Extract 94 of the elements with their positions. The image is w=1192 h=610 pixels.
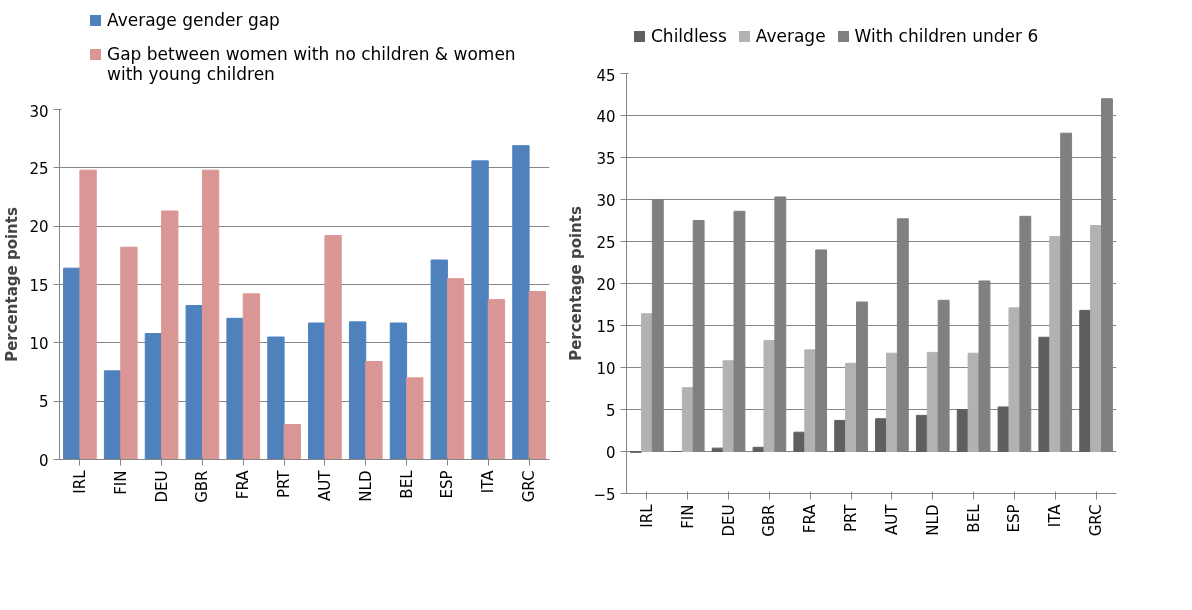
bar — [267, 336, 285, 460]
y-tick-label: 20 — [29, 218, 49, 237]
bar — [406, 377, 424, 460]
y-axis-title: Percentage points — [3, 207, 22, 362]
bar — [430, 259, 448, 460]
bar — [283, 424, 301, 460]
bar — [389, 322, 408, 460]
y-tick-label: −5 — [593, 485, 616, 504]
y-tick-label: 40 — [596, 107, 616, 126]
legend-label: With children under 6 — [854, 26, 1039, 46]
x-tick-label: NLD — [356, 470, 375, 502]
bar — [804, 349, 817, 452]
bar — [528, 291, 546, 460]
x-tick-label: GRC — [1087, 504, 1106, 537]
y-axis-title: Percentage points — [567, 206, 586, 361]
bar — [487, 299, 506, 460]
bar — [640, 313, 653, 452]
x-tick-label: FRA — [801, 503, 820, 534]
bar — [348, 321, 367, 460]
y-tick-label: 30 — [29, 102, 49, 121]
bar — [1079, 309, 1092, 452]
x-tick-label: GBR — [760, 504, 779, 537]
bar — [1090, 225, 1103, 452]
bar — [845, 362, 858, 452]
x-tick-label: ITA — [1046, 503, 1065, 528]
y-tick-label: 10 — [596, 359, 616, 378]
x-tick-label: PRT — [275, 469, 294, 499]
bar — [885, 352, 898, 452]
x-tick-label: AUT — [882, 503, 901, 535]
x-tick-label: FIN — [111, 470, 130, 495]
bar — [446, 278, 465, 460]
x-tick-label: GRC — [520, 470, 539, 503]
y-tick-label: 45 — [596, 66, 616, 85]
y-tick-label: 30 — [596, 191, 616, 210]
legend-label: Gap between women with no children & women with young children — [107, 44, 517, 84]
x-tick-label: NLD — [923, 504, 942, 536]
bar — [226, 317, 244, 460]
y-tick-label: 0 — [38, 451, 49, 470]
bar — [997, 406, 1010, 452]
bar — [711, 447, 724, 452]
bar — [120, 246, 138, 460]
bar — [365, 361, 383, 460]
bar — [915, 414, 928, 452]
x-tick-label: DEU — [152, 470, 171, 503]
bar — [763, 340, 776, 452]
bar — [875, 418, 887, 452]
x-tick-label: IRL — [70, 469, 89, 494]
bar — [793, 431, 806, 452]
bar — [185, 305, 203, 460]
y-tick-label: 0 — [605, 443, 616, 462]
y-tick-label: 10 — [29, 334, 49, 353]
legend-label: Average gender gap — [107, 10, 280, 30]
bar — [103, 370, 122, 460]
bar — [1038, 336, 1051, 452]
bar — [926, 351, 939, 452]
x-tick-label: ESP — [438, 470, 457, 499]
x-tick-label: FRA — [234, 469, 253, 500]
bar — [834, 419, 847, 452]
x-tick-label: BEL — [397, 469, 416, 499]
y-tick-label: 25 — [596, 233, 616, 252]
bar — [324, 235, 342, 460]
x-tick-label: AUT — [315, 469, 334, 501]
bar — [161, 210, 179, 460]
bar — [681, 387, 694, 452]
x-tick-label: PRT — [842, 503, 861, 533]
x-tick-label: ESP — [1005, 504, 1024, 533]
x-tick-label: BEL — [964, 503, 983, 533]
y-tick-label: 15 — [29, 276, 49, 295]
y-tick-label: 5 — [38, 393, 49, 412]
y-tick-label: 15 — [596, 317, 616, 336]
bar — [967, 352, 980, 452]
bar — [471, 160, 489, 460]
bar — [722, 360, 735, 452]
y-tick-label: 25 — [29, 159, 49, 178]
x-tick-label: ITA — [479, 469, 498, 494]
bar — [1008, 307, 1021, 452]
bar — [242, 293, 261, 460]
y-tick-label: 35 — [596, 149, 616, 168]
bar — [512, 145, 530, 460]
x-tick-label: GBR — [193, 470, 212, 503]
y-tick-label: 5 — [605, 401, 616, 420]
legend-label: Average — [755, 26, 826, 46]
bar — [1049, 235, 1062, 452]
bar — [308, 322, 326, 460]
y-tick-label: 20 — [596, 275, 616, 294]
x-tick-label: IRL — [637, 503, 656, 528]
x-tick-label: FIN — [678, 504, 697, 529]
bar — [79, 169, 97, 460]
bar — [752, 446, 765, 452]
x-tick-label: DEU — [719, 504, 738, 537]
bar — [201, 169, 220, 460]
legend-label: Childless — [651, 26, 727, 46]
bar — [144, 333, 163, 460]
bar — [63, 267, 81, 460]
